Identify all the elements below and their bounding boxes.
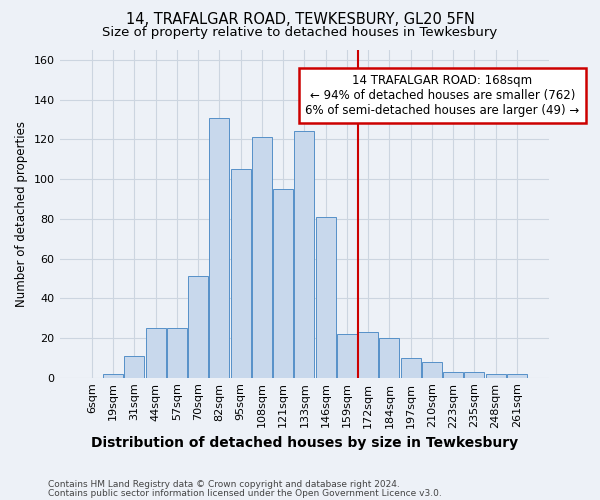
Bar <box>379 338 400 378</box>
Y-axis label: Number of detached properties: Number of detached properties <box>15 121 28 307</box>
Bar <box>167 328 187 378</box>
Bar <box>358 332 378 378</box>
Bar <box>230 169 251 378</box>
Bar <box>464 372 484 378</box>
Text: 14, TRAFALGAR ROAD, TEWKESBURY, GL20 5FN: 14, TRAFALGAR ROAD, TEWKESBURY, GL20 5FN <box>125 12 475 28</box>
Text: Contains public sector information licensed under the Open Government Licence v3: Contains public sector information licen… <box>48 488 442 498</box>
Bar <box>252 138 272 378</box>
Bar <box>485 374 506 378</box>
Bar <box>337 334 357 378</box>
Text: Contains HM Land Registry data © Crown copyright and database right 2024.: Contains HM Land Registry data © Crown c… <box>48 480 400 489</box>
Text: Size of property relative to detached houses in Tewkesbury: Size of property relative to detached ho… <box>103 26 497 39</box>
Text: 14 TRAFALGAR ROAD: 168sqm
← 94% of detached houses are smaller (762)
6% of semi-: 14 TRAFALGAR ROAD: 168sqm ← 94% of detac… <box>305 74 580 117</box>
Bar <box>146 328 166 378</box>
Bar <box>294 132 314 378</box>
X-axis label: Distribution of detached houses by size in Tewkesbury: Distribution of detached houses by size … <box>91 436 518 450</box>
Bar <box>443 372 463 378</box>
Bar <box>273 189 293 378</box>
Bar <box>124 356 145 378</box>
Bar <box>422 362 442 378</box>
Bar <box>401 358 421 378</box>
Bar <box>507 374 527 378</box>
Bar <box>316 217 336 378</box>
Bar <box>103 374 123 378</box>
Bar <box>188 276 208 378</box>
Bar <box>209 118 229 378</box>
